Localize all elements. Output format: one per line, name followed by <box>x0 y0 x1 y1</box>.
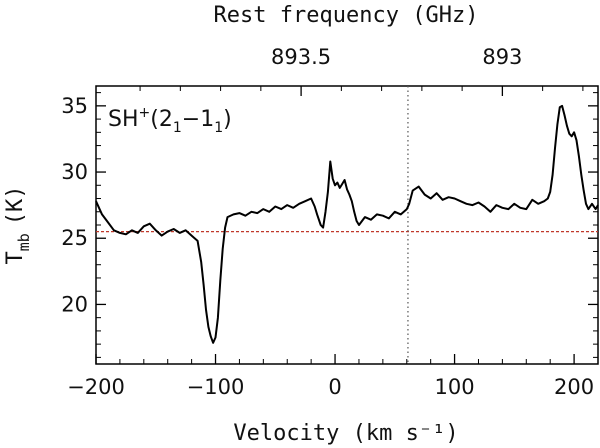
reference-lines <box>96 86 598 364</box>
transition-close: ) <box>223 107 232 132</box>
transition-sub-lower: 1 <box>214 120 223 136</box>
y-tick-label: 30 <box>61 160 88 184</box>
x-tick-label: 200 <box>554 375 594 399</box>
y-axis-label-symbol: T <box>3 251 28 264</box>
axis-ticks <box>95 86 599 364</box>
transition-open: (2 <box>150 107 173 132</box>
top-axis-tick-labels: 893.5 893 <box>271 45 522 69</box>
species-charge: + <box>139 105 151 121</box>
y-axis-label-sub: mb <box>15 233 33 251</box>
top-tick-label: 893 <box>482 45 522 69</box>
top-axis-title: Rest frequency (GHz) <box>214 3 479 28</box>
y-axis-label: Tmb (K) <box>3 185 33 264</box>
series-group <box>95 104 599 344</box>
y-axis-label-unit: (K) <box>3 185 28 225</box>
spectrum-line <box>95 104 599 344</box>
x-axis-label: Velocity (km s⁻¹) <box>233 421 458 446</box>
x-tick-label: 0 <box>328 375 341 399</box>
x-tick-label: −100 <box>187 375 245 399</box>
x-tick-label: −200 <box>67 375 125 399</box>
species-annotation: SH+(21−11) <box>108 105 232 136</box>
y-tick-label: 35 <box>61 94 88 118</box>
top-tick-label: 893.5 <box>271 45 331 69</box>
transition-dash: −1 <box>182 107 214 132</box>
species-name: SH <box>108 107 139 132</box>
y-tick-label: 25 <box>61 226 88 250</box>
axis-tick-labels: −200 −100 0 100 200 20 25 30 35 <box>61 94 594 399</box>
transition-sub-upper: 1 <box>173 120 182 136</box>
y-tick-label: 20 <box>61 292 88 316</box>
x-tick-label: 100 <box>435 375 475 399</box>
y-axis-label-group: Tmb (K) <box>3 185 33 264</box>
